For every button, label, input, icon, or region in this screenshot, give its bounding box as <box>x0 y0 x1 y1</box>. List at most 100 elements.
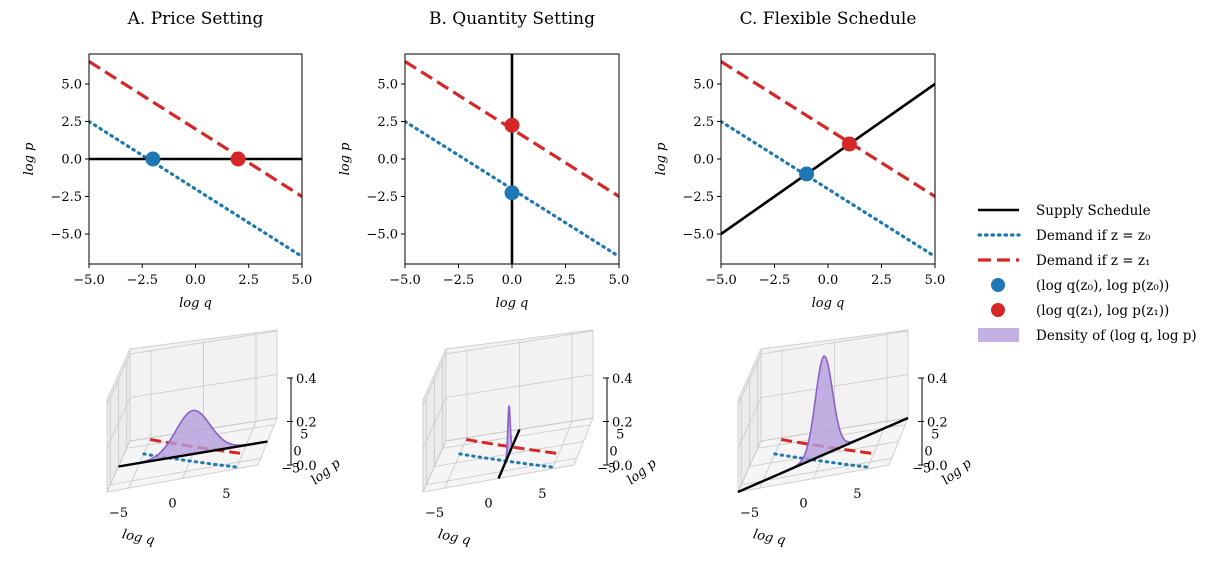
supply-line <box>118 440 268 468</box>
grid-line <box>422 353 447 406</box>
legend-label: (log q(z₀), log p(z₀)) <box>1036 278 1169 294</box>
x-axis-label: log q <box>812 296 845 311</box>
y-tick-label: −2.5 <box>366 190 398 205</box>
x-axis-label: log q <box>179 296 212 311</box>
x-tick-label: −5 <box>109 506 128 521</box>
legend-item-density: Density of (log q, log p) <box>978 328 1197 344</box>
x-axis-label: log q <box>437 527 472 548</box>
demand-z0-line <box>773 452 870 469</box>
x-tick-label: 0 <box>168 497 176 512</box>
x-tick-label: 5.0 <box>292 273 313 288</box>
x-tick-label: 0.0 <box>818 273 839 288</box>
y-tick-label: 2.5 <box>61 115 82 130</box>
y-axis-label: log p <box>338 142 353 175</box>
y-tick-label: 5.0 <box>61 78 82 93</box>
x-tick-label: 0 <box>484 497 492 512</box>
equilibrium-z1-point <box>230 151 246 167</box>
legend-swatch <box>978 328 1019 342</box>
panel-title: B. Quantity Setting <box>429 9 595 29</box>
x-tick-label: 0.0 <box>185 273 206 288</box>
x-tick-label: −5.0 <box>73 273 105 288</box>
density-surface <box>118 410 268 467</box>
demand-z1-line <box>89 60 302 198</box>
z-tick-label: 0.4 <box>296 372 317 387</box>
y-tick-label: 0.0 <box>377 153 398 168</box>
x-tick-label: 5.0 <box>609 273 630 288</box>
x-tick-label: 0 <box>799 497 807 512</box>
equilibrium-z0-point <box>799 166 815 182</box>
x-axis-label: log q <box>121 527 156 548</box>
grid-line <box>737 440 762 493</box>
y-tick-label: −5.0 <box>366 228 398 243</box>
legend-item-point_z1: (log q(z₁), log p(z₁)) <box>991 303 1169 319</box>
legend-item-demand_z0: Demand if z = z₀ <box>977 228 1151 244</box>
x-tick-label: 5 <box>222 487 230 502</box>
legend-swatch <box>991 278 1005 292</box>
z-tick-label: 0.2 <box>612 416 633 431</box>
y-tick-label: 0 <box>293 445 301 460</box>
x-tick-label: 2.5 <box>871 273 892 288</box>
demand-z0-line <box>721 119 935 259</box>
x-tick-label: −2.5 <box>126 273 158 288</box>
legend-label: Density of (log q, log p) <box>1036 328 1197 344</box>
legend-label: (log q(z₁), log p(z₁)) <box>1036 303 1169 319</box>
x-tick-label: 5 <box>853 487 861 502</box>
z-tick-label: 0.0 <box>612 459 633 474</box>
legend-item-demand_z1: Demand if z = z₁ <box>978 253 1150 269</box>
grid-line <box>737 397 762 449</box>
z-tick-label: 0.2 <box>927 416 948 431</box>
y-tick-label: 5.0 <box>693 78 714 93</box>
y-tick-label: −5 <box>912 461 931 476</box>
y-tick-label: 0 <box>609 445 617 460</box>
y-tick-label: −5 <box>281 461 300 476</box>
grid-line <box>129 330 278 355</box>
y-tick-label: 5 <box>616 428 624 443</box>
x-tick-label: −5.0 <box>389 273 421 288</box>
grid-line <box>422 440 447 493</box>
grid-line <box>110 457 261 486</box>
x-tick-label: 5 <box>538 487 546 502</box>
y-tick-label: 5 <box>300 428 308 443</box>
y-tick-label: −5.0 <box>682 228 714 243</box>
y-tick-label: −5.0 <box>50 228 82 243</box>
y-tick-label: −2.5 <box>682 190 714 205</box>
legend-item-supply: Supply Schedule <box>978 203 1151 219</box>
panel-B: B. Quantity Setting −5.0 −2.5 0.0 2.5 5.0 −5.0… <box>338 9 629 311</box>
x-tick-label: 5.0 <box>925 273 946 288</box>
legend-label: Demand if z = z₀ <box>1036 228 1151 244</box>
y-tick-label: −2.5 <box>50 190 82 205</box>
demand-z1-line <box>721 60 935 198</box>
grid-line <box>422 397 447 449</box>
grid-line <box>737 353 762 406</box>
density-surface <box>498 406 520 479</box>
z-tick-label: 0.0 <box>296 459 317 474</box>
grid-line <box>129 374 278 398</box>
grid-line <box>445 330 594 355</box>
panel-C: C. Flexible Schedule −5.0 −2.5 0.0 2.5 5.0 −5.… <box>654 9 945 311</box>
supply-line <box>497 429 521 479</box>
x-tick-label: 2.5 <box>555 273 576 288</box>
x-tick-label: −5 <box>740 506 759 521</box>
supply-line <box>721 82 935 236</box>
y-tick-label: 0 <box>924 445 932 460</box>
x-tick-label: 2.5 <box>238 273 259 288</box>
supply-line <box>737 416 909 494</box>
legend-item-point_z0: (log q(z₀), log p(z₀)) <box>991 278 1169 294</box>
y-axis-label: log p <box>654 142 669 175</box>
x-axis-label: log q <box>496 296 529 311</box>
equilibrium-z0-point <box>504 185 520 201</box>
x-tick-label: −5 <box>425 506 444 521</box>
z-tick-label: 0.4 <box>612 372 633 387</box>
grid-line <box>760 330 909 355</box>
panel-A: A. Price Setting −5.0 −2.5 0.0 2.5 5.0 −5.0 −2.… <box>22 9 312 311</box>
x-tick-label: 0.0 <box>502 273 523 288</box>
y-tick-label: 0.0 <box>693 153 714 168</box>
z-tick-label: 0.4 <box>927 372 948 387</box>
z-tick-label: 0.0 <box>927 459 948 474</box>
grid-line <box>760 374 909 398</box>
legend-label: Supply Schedule <box>1036 203 1151 219</box>
legend-swatch <box>991 303 1005 317</box>
